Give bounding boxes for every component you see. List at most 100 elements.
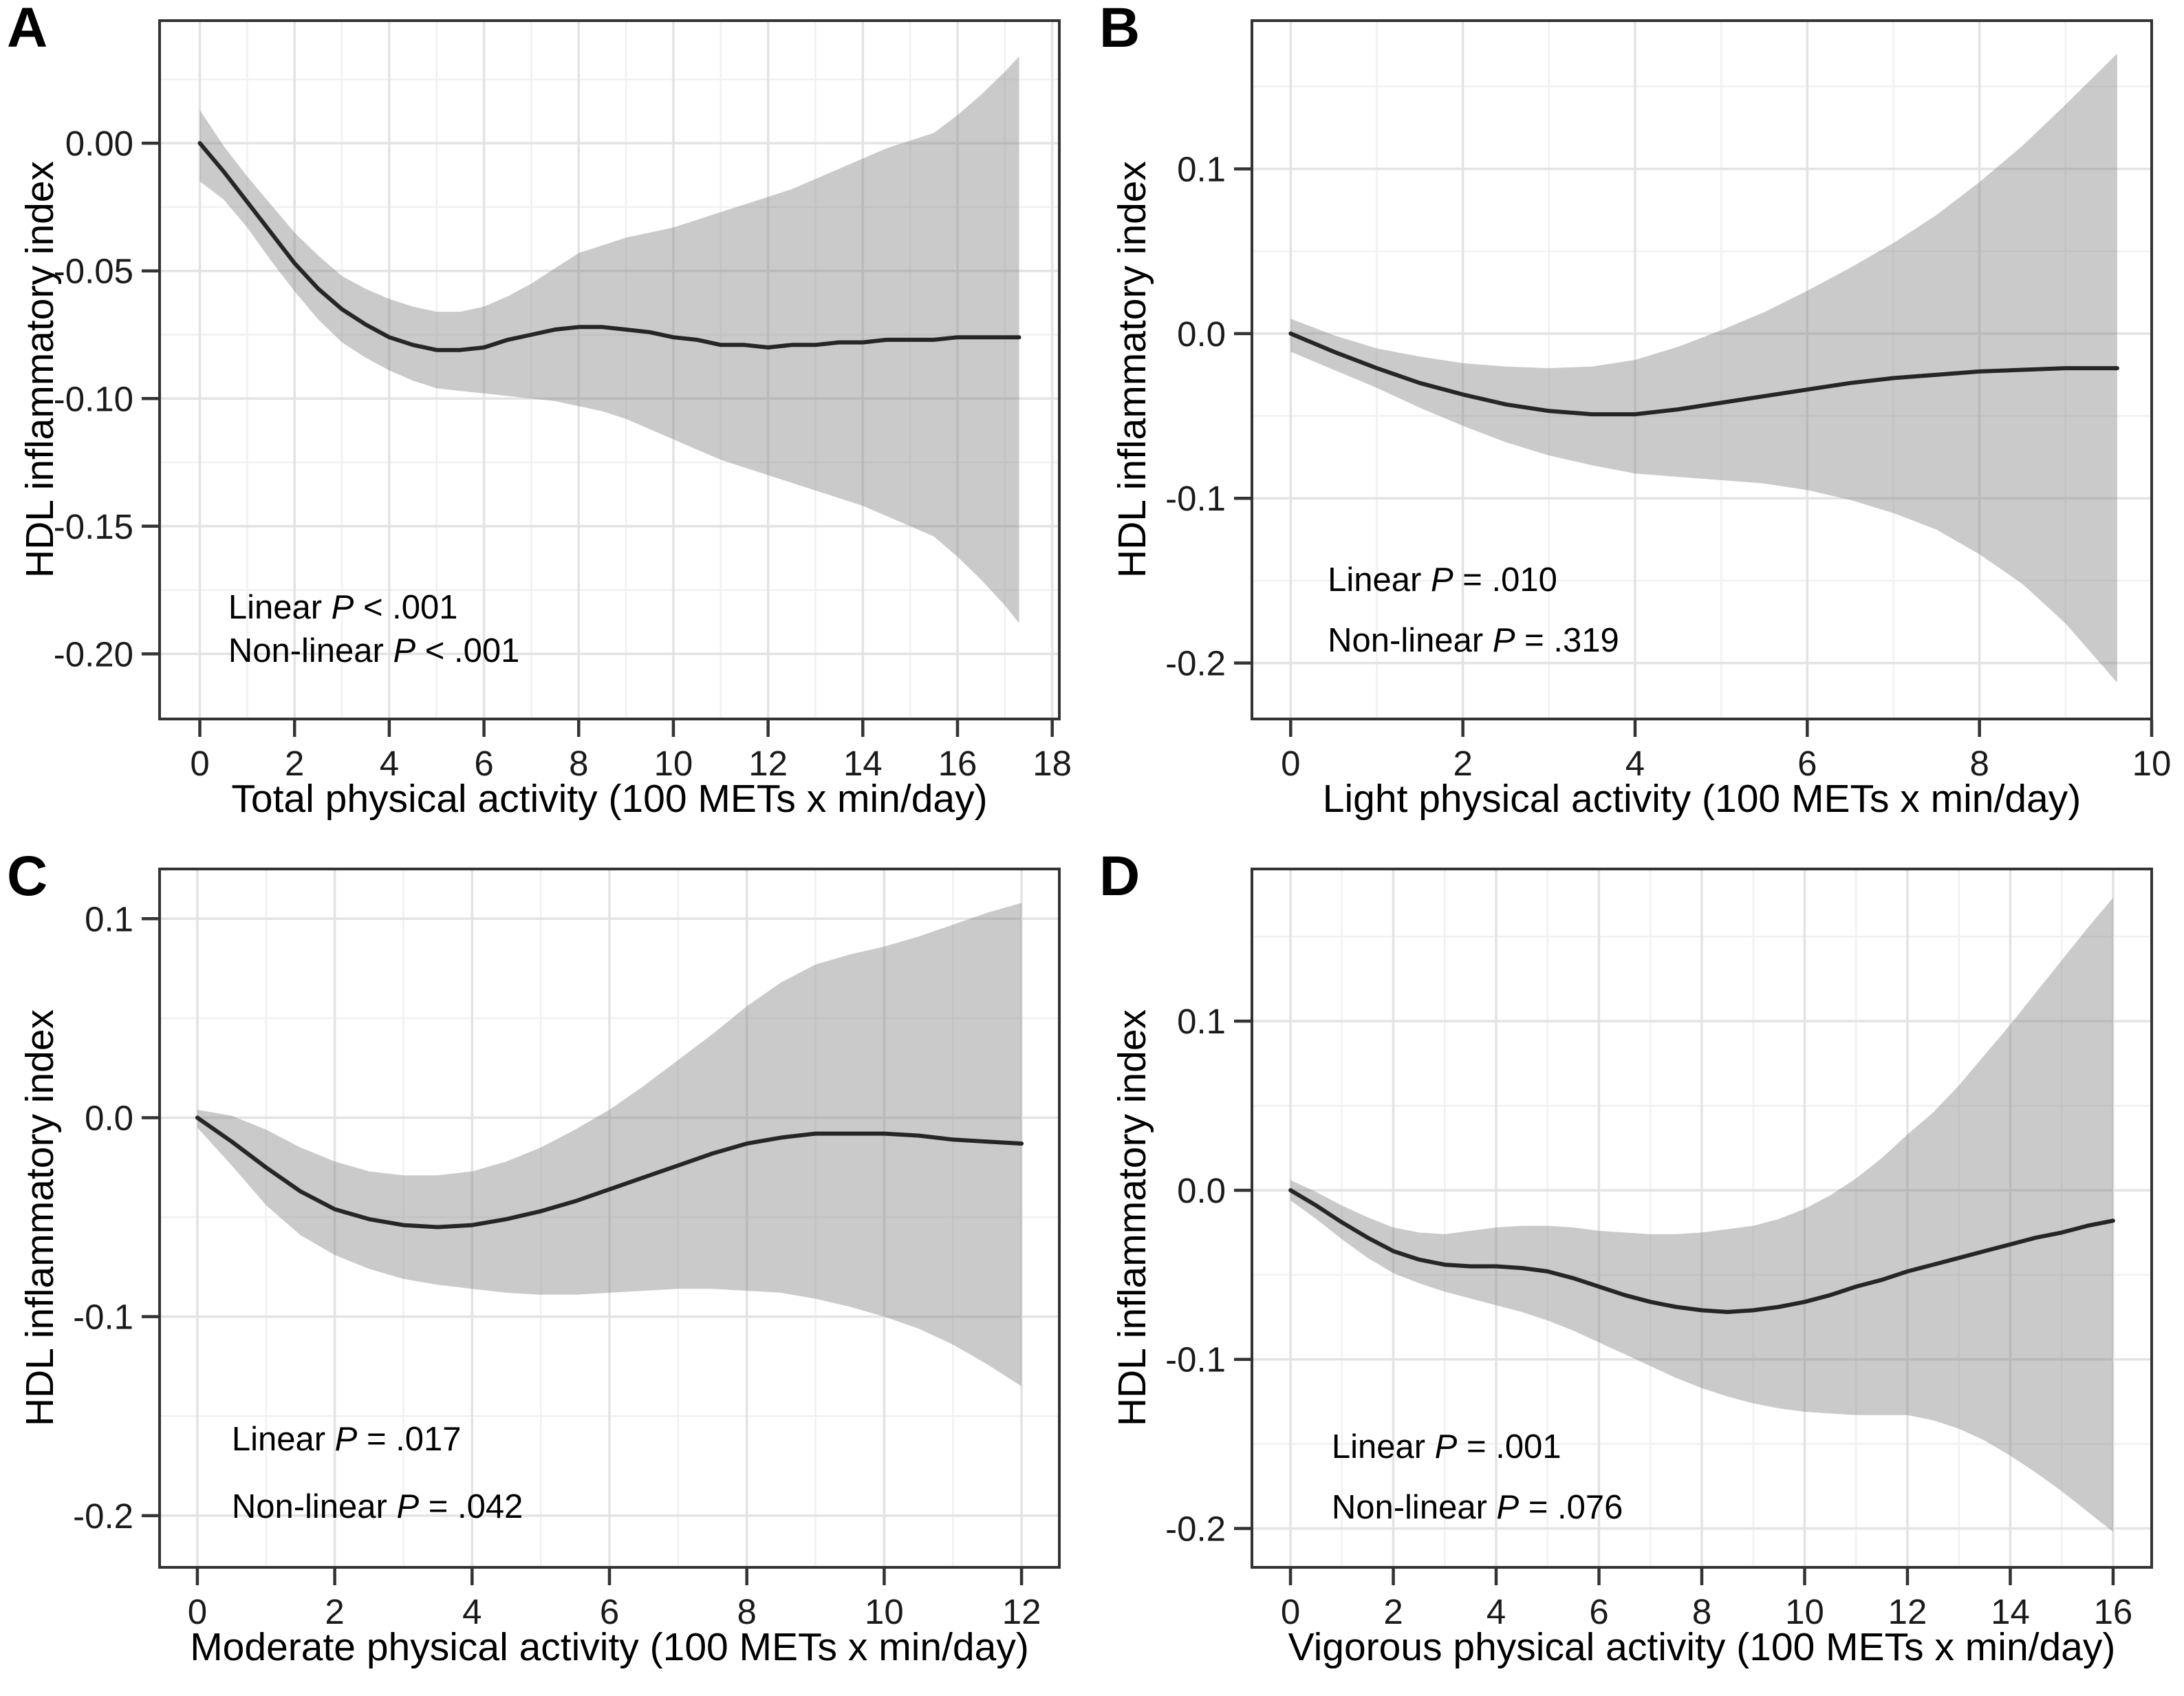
nonlinear-p-annotation-d: Non-linear P = .076 xyxy=(1331,1489,1623,1527)
svg-text:2: 2 xyxy=(325,1592,344,1631)
annotation-text: Non-linear xyxy=(1331,1489,1497,1527)
svg-text:-0.2: -0.2 xyxy=(73,1496,133,1536)
y-axis-title-c: HDL inflammatory index xyxy=(18,1009,62,1427)
svg-text:-0.05: -0.05 xyxy=(54,252,133,291)
annotation-text: Non-linear xyxy=(228,632,393,669)
svg-text:2: 2 xyxy=(285,744,304,783)
svg-text:2: 2 xyxy=(1383,1592,1403,1631)
y-axis-title-a: HDL inflammatory index xyxy=(18,160,62,579)
svg-text:0.1: 0.1 xyxy=(85,899,133,938)
svg-text:-0.15: -0.15 xyxy=(54,507,133,546)
svg-text:0: 0 xyxy=(190,744,209,783)
svg-text:0.1: 0.1 xyxy=(1177,149,1226,189)
svg-text:10: 10 xyxy=(1785,1592,1824,1631)
annotation-text: = .319 xyxy=(1515,622,1619,660)
panel-letter-c: C xyxy=(7,845,48,908)
annotation-text: < .001 xyxy=(354,588,458,626)
annotation-p-symbol: P xyxy=(1434,1428,1458,1466)
svg-text:4: 4 xyxy=(1625,744,1645,783)
svg-text:0.1: 0.1 xyxy=(1177,1002,1226,1041)
panel-d: 0 2 4 6 8 10 12 14 16 0.1 0.0 -0.1 -0.2 D HDL inflam… xyxy=(1092,848,2184,1696)
plot-area-c: 0 2 4 6 8 10 12 0.1 0.0 -0.1 -0.2 xyxy=(73,868,1061,1631)
annotation-text: Linear xyxy=(231,1420,335,1458)
svg-text:6: 6 xyxy=(600,1592,619,1631)
panel-letter-a: A xyxy=(7,0,48,59)
svg-text:12: 12 xyxy=(1888,1592,1927,1631)
panel-b: 0 2 4 6 8 10 0.1 0.0 -0.1 -0.2 B HDL inflammatory… xyxy=(1092,0,2184,848)
annotation-text: Linear xyxy=(228,588,332,626)
x-axis-title-c: Moderate physical activity (100 METs x m… xyxy=(190,1625,1029,1669)
svg-text:10: 10 xyxy=(654,744,693,783)
linear-p-annotation-d: Linear P = .001 xyxy=(1331,1428,1561,1466)
svg-text:8: 8 xyxy=(569,744,588,783)
nonlinear-p-annotation-b: Non-linear P = .319 xyxy=(1328,623,1619,661)
svg-text:14: 14 xyxy=(843,744,883,783)
svg-text:6: 6 xyxy=(1589,1592,1608,1631)
svg-text:2: 2 xyxy=(1453,744,1472,783)
annotation-text: < .001 xyxy=(415,632,520,669)
annotation-p-symbol: P xyxy=(1496,1489,1520,1527)
svg-text:0.0: 0.0 xyxy=(85,1098,133,1137)
panel-letter-b: B xyxy=(1099,0,1140,59)
plot-area-b: 0 2 4 6 8 10 0.1 0.0 -0.1 -0.2 xyxy=(1165,19,2172,783)
svg-text:-0.1: -0.1 xyxy=(73,1298,133,1337)
svg-text:0.00: 0.00 xyxy=(65,124,133,163)
annotation-text: = .076 xyxy=(1519,1489,1623,1527)
linear-p-annotation-c: Linear P = .017 xyxy=(232,1421,462,1459)
annotation-p-symbol: P xyxy=(334,1420,358,1458)
x-axis-title-a: Total physical activity (100 METs x min/… xyxy=(231,777,988,821)
annotation-text: Non-linear xyxy=(1328,622,1493,660)
x-axis-title-b: Light physical activity (100 METs x min/… xyxy=(1322,777,2082,821)
nonlinear-p-annotation-a: Non-linear P < .001 xyxy=(228,632,520,670)
svg-text:0.0: 0.0 xyxy=(1177,314,1226,354)
annotation-p-symbol: P xyxy=(1492,622,1515,660)
annotation-text: Linear xyxy=(1331,1428,1435,1466)
svg-text:4: 4 xyxy=(380,744,399,783)
annotation-p-symbol: P xyxy=(393,632,416,669)
nonlinear-p-annotation-c: Non-linear P = .042 xyxy=(231,1488,523,1526)
svg-text:6: 6 xyxy=(474,744,493,783)
svg-text:14: 14 xyxy=(1991,1592,2030,1631)
plot-area-a: 0 2 4 6 8 10 12 14 16 18 0.00 -0.05 -0.10 -0.15 -0.20 xyxy=(54,19,1072,783)
svg-text:-0.10: -0.10 xyxy=(54,379,133,418)
annotation-text: = .017 xyxy=(357,1420,462,1458)
annotation-p-symbol: P xyxy=(331,588,354,626)
svg-text:-0.1: -0.1 xyxy=(1165,1340,1226,1380)
y-axis-title-d: HDL inflammatory index xyxy=(1110,1009,1154,1427)
annotation-p-symbol: P xyxy=(1430,561,1453,599)
svg-text:16: 16 xyxy=(938,744,977,783)
svg-text:16: 16 xyxy=(2094,1592,2133,1631)
svg-text:0: 0 xyxy=(188,1592,207,1631)
annotation-text: = .042 xyxy=(419,1488,523,1526)
svg-text:8: 8 xyxy=(1692,1592,1711,1631)
linear-p-annotation-b: Linear P = .010 xyxy=(1328,561,1557,599)
svg-text:-0.2: -0.2 xyxy=(1165,1509,1226,1548)
svg-text:18: 18 xyxy=(1032,744,1072,783)
svg-text:8: 8 xyxy=(1969,744,1989,783)
svg-text:12: 12 xyxy=(1002,1592,1041,1631)
svg-text:10: 10 xyxy=(865,1592,904,1631)
svg-text:10: 10 xyxy=(2132,744,2172,783)
annotation-p-symbol: P xyxy=(396,1488,420,1526)
annotation-text: = .001 xyxy=(1457,1428,1561,1466)
panel-letter-d: D xyxy=(1099,845,1140,908)
svg-text:4: 4 xyxy=(1486,1592,1506,1631)
svg-text:8: 8 xyxy=(737,1592,757,1631)
svg-text:-0.1: -0.1 xyxy=(1165,479,1226,518)
svg-text:6: 6 xyxy=(1797,744,1817,783)
annotation-text: Linear xyxy=(1328,561,1431,599)
plot-area-d: 0 2 4 6 8 10 12 14 16 0.1 0.0 -0.1 -0.2 xyxy=(1165,868,2153,1631)
svg-text:0: 0 xyxy=(1281,744,1300,783)
svg-text:-0.2: -0.2 xyxy=(1165,644,1226,683)
annotation-text: = .010 xyxy=(1453,561,1557,599)
svg-text:-0.20: -0.20 xyxy=(54,634,133,674)
svg-text:12: 12 xyxy=(748,744,788,783)
svg-text:0: 0 xyxy=(1281,1592,1300,1631)
y-axis-title-b: HDL inflammatory index xyxy=(1110,160,1154,579)
svg-text:4: 4 xyxy=(462,1592,482,1631)
panel-a: 0 2 4 6 8 10 12 14 16 18 0.00 -0.05 -0.10 -0.15 -0.20 … xyxy=(0,0,1092,848)
panel-c: 0 2 4 6 8 10 12 0.1 0.0 -0.1 -0.2 C HDL inflammato… xyxy=(0,848,1092,1696)
annotation-text: Non-linear xyxy=(231,1488,397,1526)
linear-p-annotation-a: Linear P < .001 xyxy=(228,588,458,627)
